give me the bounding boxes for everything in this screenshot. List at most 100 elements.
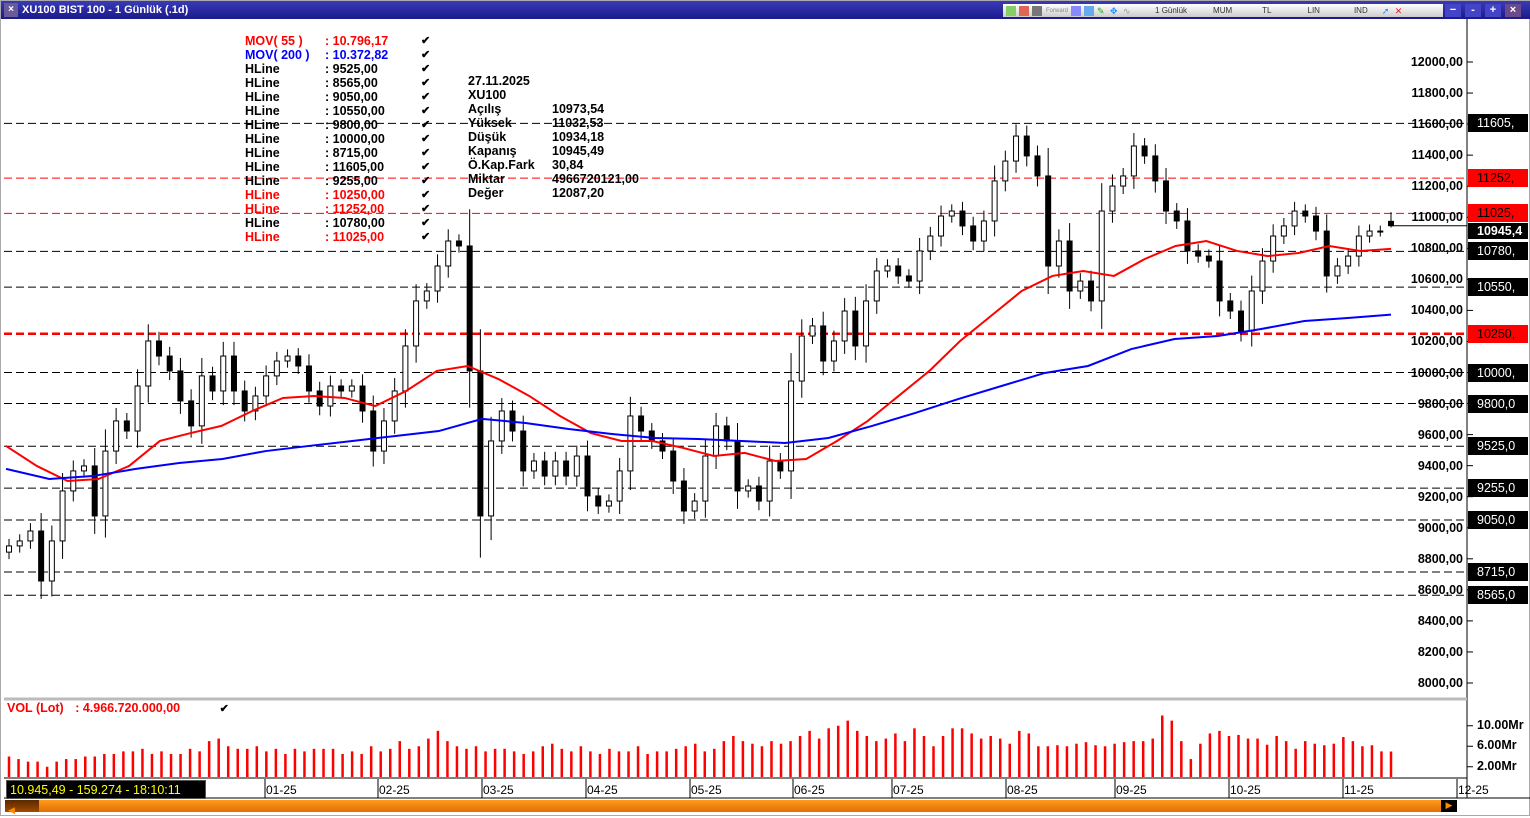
checkmark-icon[interactable]: ✔ — [219, 703, 229, 715]
candle — [284, 349, 291, 368]
maximize-button[interactable]: + — [1485, 4, 1501, 17]
scale-selector[interactable]: LIN — [1307, 6, 1320, 15]
candle-body — [1259, 260, 1266, 292]
candle-body — [541, 460, 548, 477]
y-tick-label: 8400,00 — [1417, 613, 1463, 628]
ohlc-info-box: 27.11.2025 XU100 Açılış 10973,54 Yüksek 110… — [468, 74, 639, 200]
y-tick-label: 8800,00 — [1417, 551, 1463, 566]
candle-body — [659, 440, 666, 452]
candle-body — [1345, 255, 1352, 267]
hline-price-tag: 11252, — [1468, 169, 1528, 188]
legend-check-icon[interactable]: ✔ — [421, 49, 431, 61]
candle — [520, 415, 527, 487]
legend-check-icon[interactable]: ✔ — [421, 231, 431, 243]
scroll-left-button[interactable]: ◀ — [5, 800, 39, 815]
close-chart-button[interactable]: × — [4, 3, 18, 17]
candle — [723, 416, 730, 451]
candle — [852, 296, 859, 361]
candle — [884, 259, 891, 278]
candle — [659, 433, 666, 460]
legend-check-icon[interactable]: ✔ — [421, 35, 431, 47]
candle — [1109, 174, 1116, 223]
info-row: Değer 12087,20 — [468, 186, 639, 200]
period-selector[interactable]: 1 Günlük — [1155, 6, 1188, 15]
indicator-icon[interactable]: ∿ — [1123, 5, 1131, 16]
legend-check-icon[interactable]: ✔ — [421, 189, 431, 201]
currency-selector[interactable]: TL — [1262, 6, 1272, 15]
candle — [338, 379, 345, 398]
legend-check-icon[interactable]: ✔ — [421, 63, 431, 75]
candle-body — [123, 420, 130, 432]
candle — [1205, 249, 1212, 268]
candle-body — [155, 340, 162, 357]
candle-body — [873, 270, 880, 302]
legend-check-icon[interactable]: ✔ — [421, 175, 431, 187]
y-tick-label: 8600,00 — [1417, 582, 1463, 597]
legend-check-icon[interactable]: ✔ — [421, 161, 431, 173]
calendar-icon[interactable] — [1071, 5, 1082, 16]
candle-body — [1270, 235, 1277, 262]
candle — [1334, 258, 1341, 284]
candle — [745, 479, 752, 498]
legend-row: HLine: 11025,00 ✔ — [245, 230, 430, 244]
settings-icon[interactable] — [1006, 5, 1016, 16]
legend-check-icon[interactable]: ✔ — [421, 91, 431, 103]
candle — [648, 423, 655, 449]
candle — [627, 396, 634, 491]
legend-check-icon[interactable]: ✔ — [421, 217, 431, 229]
candle — [1130, 133, 1137, 189]
legend-value: : 11025,00 — [325, 230, 385, 244]
candle — [938, 205, 945, 247]
legend-name: HLine — [245, 76, 280, 90]
candle — [6, 538, 12, 560]
layout-icon[interactable] — [1032, 5, 1042, 16]
legend-check-icon[interactable]: ✔ — [421, 119, 431, 131]
arrow-icon[interactable]: ➚ — [1381, 5, 1390, 16]
candle — [177, 358, 184, 414]
candle — [316, 381, 323, 416]
candle — [605, 494, 612, 513]
move-icon[interactable]: ✥ — [1110, 5, 1118, 16]
indicators-selector[interactable]: IND — [1353, 6, 1368, 15]
mov200-line — [5, 313, 1392, 481]
candle-body — [563, 460, 570, 477]
minimize-button[interactable]: − — [1445, 4, 1461, 17]
y-tick-label: 11400,00 — [1411, 148, 1463, 163]
legend-check-icon[interactable]: ✔ — [421, 203, 431, 215]
scroll-right-button[interactable]: ▶ — [1441, 800, 1457, 812]
shrink-button[interactable]: - — [1465, 4, 1481, 17]
candle — [788, 353, 795, 499]
candle — [895, 258, 902, 284]
legend-check-icon[interactable]: ✔ — [421, 77, 431, 89]
candle-body — [1334, 265, 1341, 277]
candle-body — [102, 450, 109, 517]
chart-icon[interactable] — [1084, 5, 1095, 16]
candle — [1227, 292, 1234, 319]
pencil-icon[interactable]: ✎ — [1097, 5, 1105, 16]
candle-body — [1055, 240, 1062, 267]
legend-row: MOV( 200 ): 10.372,82 ✔ — [245, 48, 430, 62]
legend-row: HLine: 10000,00 ✔ — [245, 132, 430, 146]
legend-value: : 10000,00 — [325, 132, 385, 146]
info-key: Kapanış — [468, 144, 517, 158]
x-tick-label: 11-25 — [1344, 783, 1374, 797]
legend-row: HLine: 8565,00 ✔ — [245, 76, 430, 90]
horizontal-scrollbar[interactable] — [5, 800, 1457, 812]
legend-check-icon[interactable]: ✔ — [421, 147, 431, 159]
candle — [359, 374, 366, 423]
y-tick-label: 11800,00 — [1411, 86, 1463, 101]
template-icon[interactable] — [1019, 5, 1029, 16]
candle — [1248, 275, 1255, 347]
forward-button[interactable]: Forward — [1046, 7, 1069, 14]
volume-tick-label: 2.00Mr — [1477, 758, 1517, 773]
legend-check-icon[interactable]: ✔ — [421, 105, 431, 117]
close-window-button[interactable]: × — [1505, 4, 1521, 17]
legend-value: : 11252,00 — [325, 202, 385, 216]
chart-type-selector[interactable]: MUM — [1213, 6, 1233, 15]
legend-name: HLine — [245, 202, 280, 216]
legend-check-icon[interactable]: ✔ — [421, 133, 431, 145]
legend-value: : 9800,00 — [325, 118, 378, 132]
candle-body — [616, 470, 623, 502]
tools-icon[interactable]: ✕ — [1394, 5, 1403, 16]
